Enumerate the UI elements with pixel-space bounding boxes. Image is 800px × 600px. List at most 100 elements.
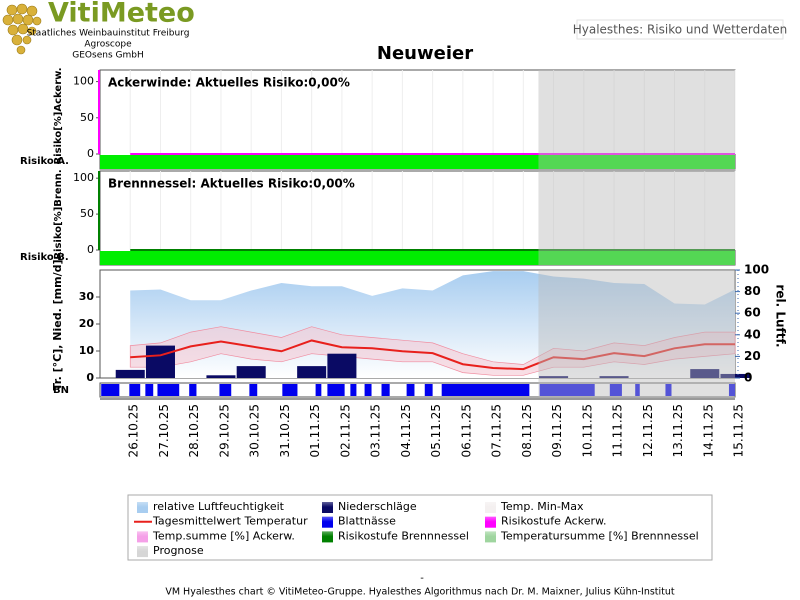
- x-tick-label: 08.11.25: [520, 404, 534, 457]
- x-tick-label: 05.11.25: [429, 404, 443, 457]
- legend-label: Risikostufe Brennnessel: [338, 529, 469, 542]
- panel-annotation: Ackerwinde: Aktuelles Risiko:0,00%: [108, 76, 350, 90]
- legend-label: Temp. Min-Max: [500, 500, 584, 513]
- y-tick-label: 0: [86, 371, 94, 384]
- legend-swatch: [322, 502, 333, 513]
- y2-tick-label: 0: [744, 371, 752, 385]
- leaf-wetness: [406, 384, 415, 396]
- x-tick-label: 10.11.25: [580, 404, 594, 457]
- precip-bar: [236, 366, 266, 378]
- logo: VitiMeteo: [48, 0, 195, 29]
- legend-swatch-shade: [485, 531, 496, 537]
- x-tick-label: 15.11.25: [732, 404, 746, 457]
- y-tick-label: 20: [79, 317, 95, 330]
- precip-bar: [115, 369, 145, 378]
- footer-dash: -: [420, 573, 424, 584]
- legend-swatch-shade: [485, 516, 496, 522]
- legend-swatch: [322, 531, 333, 543]
- risk-level-strip: [100, 155, 735, 169]
- y-tick-label: 100: [73, 75, 94, 88]
- y-tick-label: 50: [80, 111, 94, 124]
- legend-label: Temperatursumme [%] Brennnessel: [500, 529, 699, 542]
- leaf-wetness: [315, 384, 322, 396]
- leaf-wetness: [441, 384, 530, 396]
- precip-bar: [327, 353, 357, 378]
- y-tick-label: 50: [80, 207, 94, 220]
- strip-label: Risiko B.: [20, 252, 69, 263]
- y2-tick-label: 40: [744, 327, 761, 341]
- x-tick-label: 06.11.25: [459, 404, 473, 457]
- y-tick-label: 30: [79, 290, 95, 303]
- precip-bar: [206, 375, 236, 378]
- y-tick-label: 0: [87, 147, 94, 160]
- x-tick-label: 12.11.25: [641, 404, 655, 457]
- leaf-wetness: [665, 384, 672, 396]
- leaf-wetness: [424, 384, 433, 396]
- leaf-wetness: [249, 384, 258, 396]
- chart-title: Neuweier: [377, 43, 473, 64]
- y-tick-label: 0: [87, 243, 94, 256]
- legend-label: Tagesmittelwert Temperatur: [152, 515, 308, 528]
- x-tick-label: 11.11.25: [611, 404, 625, 457]
- leaf-wetness: [219, 384, 232, 396]
- leaf-wetness: [539, 384, 595, 396]
- precip-bar: [539, 376, 569, 378]
- legend-swatch: [485, 502, 496, 513]
- legend-swatch-shade: [137, 546, 148, 552]
- x-tick-label: 04.11.25: [399, 404, 413, 457]
- leaf-wetness: [129, 384, 141, 396]
- legend-swatch: [322, 516, 333, 528]
- org-line: Staatliches Weinbauinstitut Freiburg: [27, 29, 190, 39]
- legend-label: Niederschläge: [338, 500, 417, 513]
- badge: Hyalesthes: Risiko und Wetterdaten: [573, 23, 788, 37]
- leaf-wetness: [635, 384, 640, 396]
- x-tick-label: 27.10.25: [157, 404, 171, 457]
- y-axis-label: Risiko[%]Ackerw.: [53, 67, 64, 164]
- leaf-wetness: [282, 384, 298, 396]
- precip-bar: [690, 369, 720, 378]
- x-tick-label: 01.11.25: [308, 404, 322, 457]
- org-line: Agroscope: [84, 40, 132, 50]
- precip-bar: [297, 366, 327, 378]
- leaf-wetness: [157, 384, 180, 396]
- y-tick-label: 10: [79, 344, 95, 357]
- y2-tick-label: 20: [744, 349, 761, 363]
- legend-swatch-shade: [322, 502, 333, 507]
- leaf-wetness: [101, 384, 120, 396]
- precip-bar: [599, 376, 629, 378]
- strip-label: BN: [53, 385, 69, 396]
- legend-swatch-shade: [137, 531, 148, 537]
- legend-swatch: [137, 531, 148, 543]
- x-tick-label: 13.11.25: [671, 404, 685, 457]
- leaf-wetness: [728, 384, 735, 396]
- footer: VM Hyalesthes chart © VitiMeteo-Gruppe. …: [165, 587, 675, 598]
- temp-line: [130, 339, 735, 371]
- legend-swatch-shade: [322, 531, 333, 537]
- leaf-wetness: [381, 384, 390, 396]
- logo-grapes: [2, 3, 42, 55]
- org-line: GEOsens GmbH: [72, 51, 143, 61]
- panel-annotation: Brennnessel: Aktuelles Risiko:0,00%: [108, 177, 355, 191]
- legend-swatch-shade: [322, 516, 333, 522]
- y-axis-label: Tr. [°C], Nied. [mm/d]: [51, 260, 64, 391]
- y2-tick-label: 80: [744, 284, 761, 298]
- x-tick-label: 31.10.25: [278, 404, 292, 457]
- y-tick-label: 100: [73, 171, 94, 184]
- leaf-wetness: [189, 384, 197, 396]
- x-tick-label: 07.11.25: [490, 404, 504, 457]
- legend-label: Risikostufe Ackerw.: [501, 515, 606, 528]
- legend-swatch-shade: [485, 502, 496, 507]
- y2-tick-label: 100: [744, 263, 769, 277]
- y2-tick-label: 60: [744, 306, 761, 320]
- x-tick-label: 14.11.25: [701, 404, 715, 457]
- x-tick-label: 29.10.25: [217, 404, 231, 457]
- leaf-wetness: [145, 384, 154, 396]
- x-tick-label: 09.11.25: [550, 404, 564, 457]
- leaf-wetness: [327, 384, 345, 396]
- leaf-wetness: [364, 384, 372, 396]
- prognose-overlay: [538, 70, 735, 169]
- precip-bar: [145, 345, 175, 378]
- temp-min-max-band: [129, 326, 736, 376]
- x-tick-label: 28.10.25: [187, 404, 201, 457]
